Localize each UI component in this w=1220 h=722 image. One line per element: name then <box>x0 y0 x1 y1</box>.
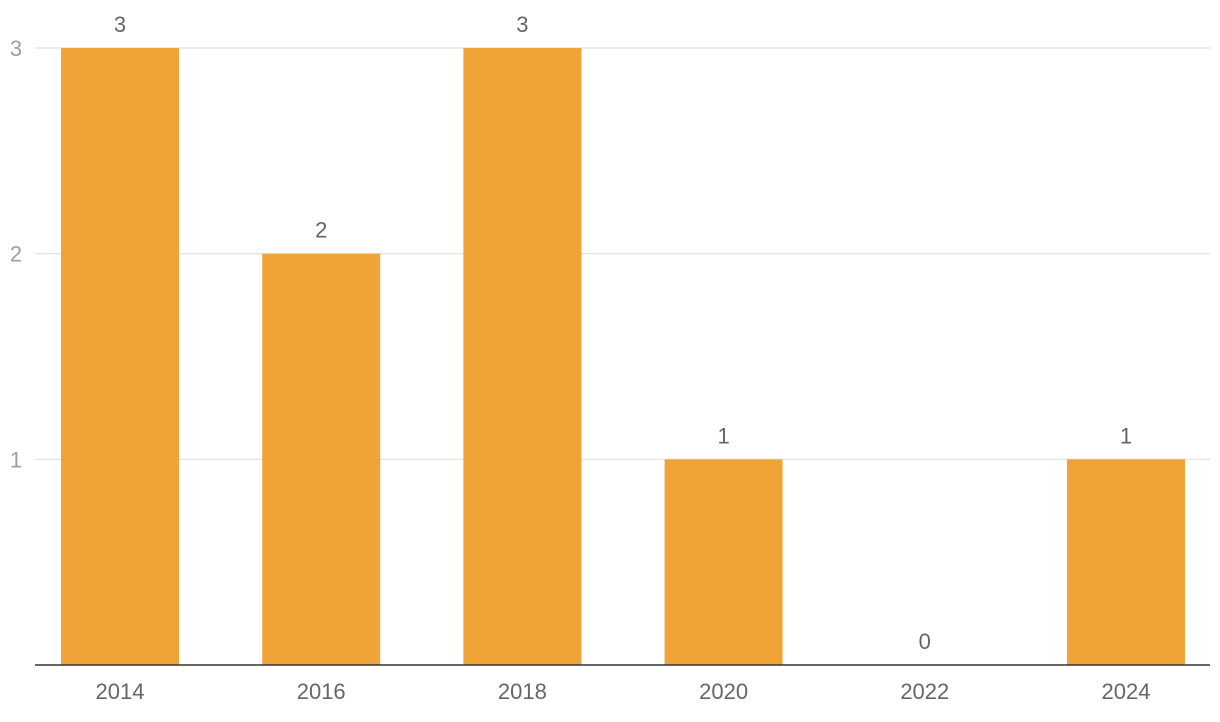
data-label: 0 <box>919 629 931 654</box>
data-labels: 3 2 3 1 0 1 <box>114 12 1132 654</box>
data-label: 3 <box>516 12 528 37</box>
data-label: 1 <box>717 423 729 448</box>
x-tick-label: 2020 <box>699 679 748 704</box>
x-tick-label: 2016 <box>297 679 346 704</box>
x-tick-label: 2014 <box>96 679 145 704</box>
y-axis-ticks: 1 2 3 <box>10 36 22 472</box>
data-label: 3 <box>114 12 126 37</box>
bar <box>664 459 783 665</box>
bar <box>61 48 179 665</box>
bar <box>463 48 582 665</box>
y-tick-label: 3 <box>10 36 22 61</box>
x-axis-ticks: 2014 2016 2018 2020 2022 2024 <box>96 679 1151 704</box>
x-tick-label: 2022 <box>900 679 949 704</box>
y-tick-label: 1 <box>10 447 22 472</box>
y-tick-label: 2 <box>10 242 22 267</box>
bars <box>61 48 1185 665</box>
bar <box>1067 459 1185 665</box>
data-label: 2 <box>315 218 327 243</box>
grid-lines <box>35 47 1210 460</box>
bar <box>262 253 381 665</box>
x-tick-label: 2018 <box>498 679 547 704</box>
data-label: 1 <box>1120 423 1132 448</box>
x-tick-label: 2024 <box>1102 679 1151 704</box>
